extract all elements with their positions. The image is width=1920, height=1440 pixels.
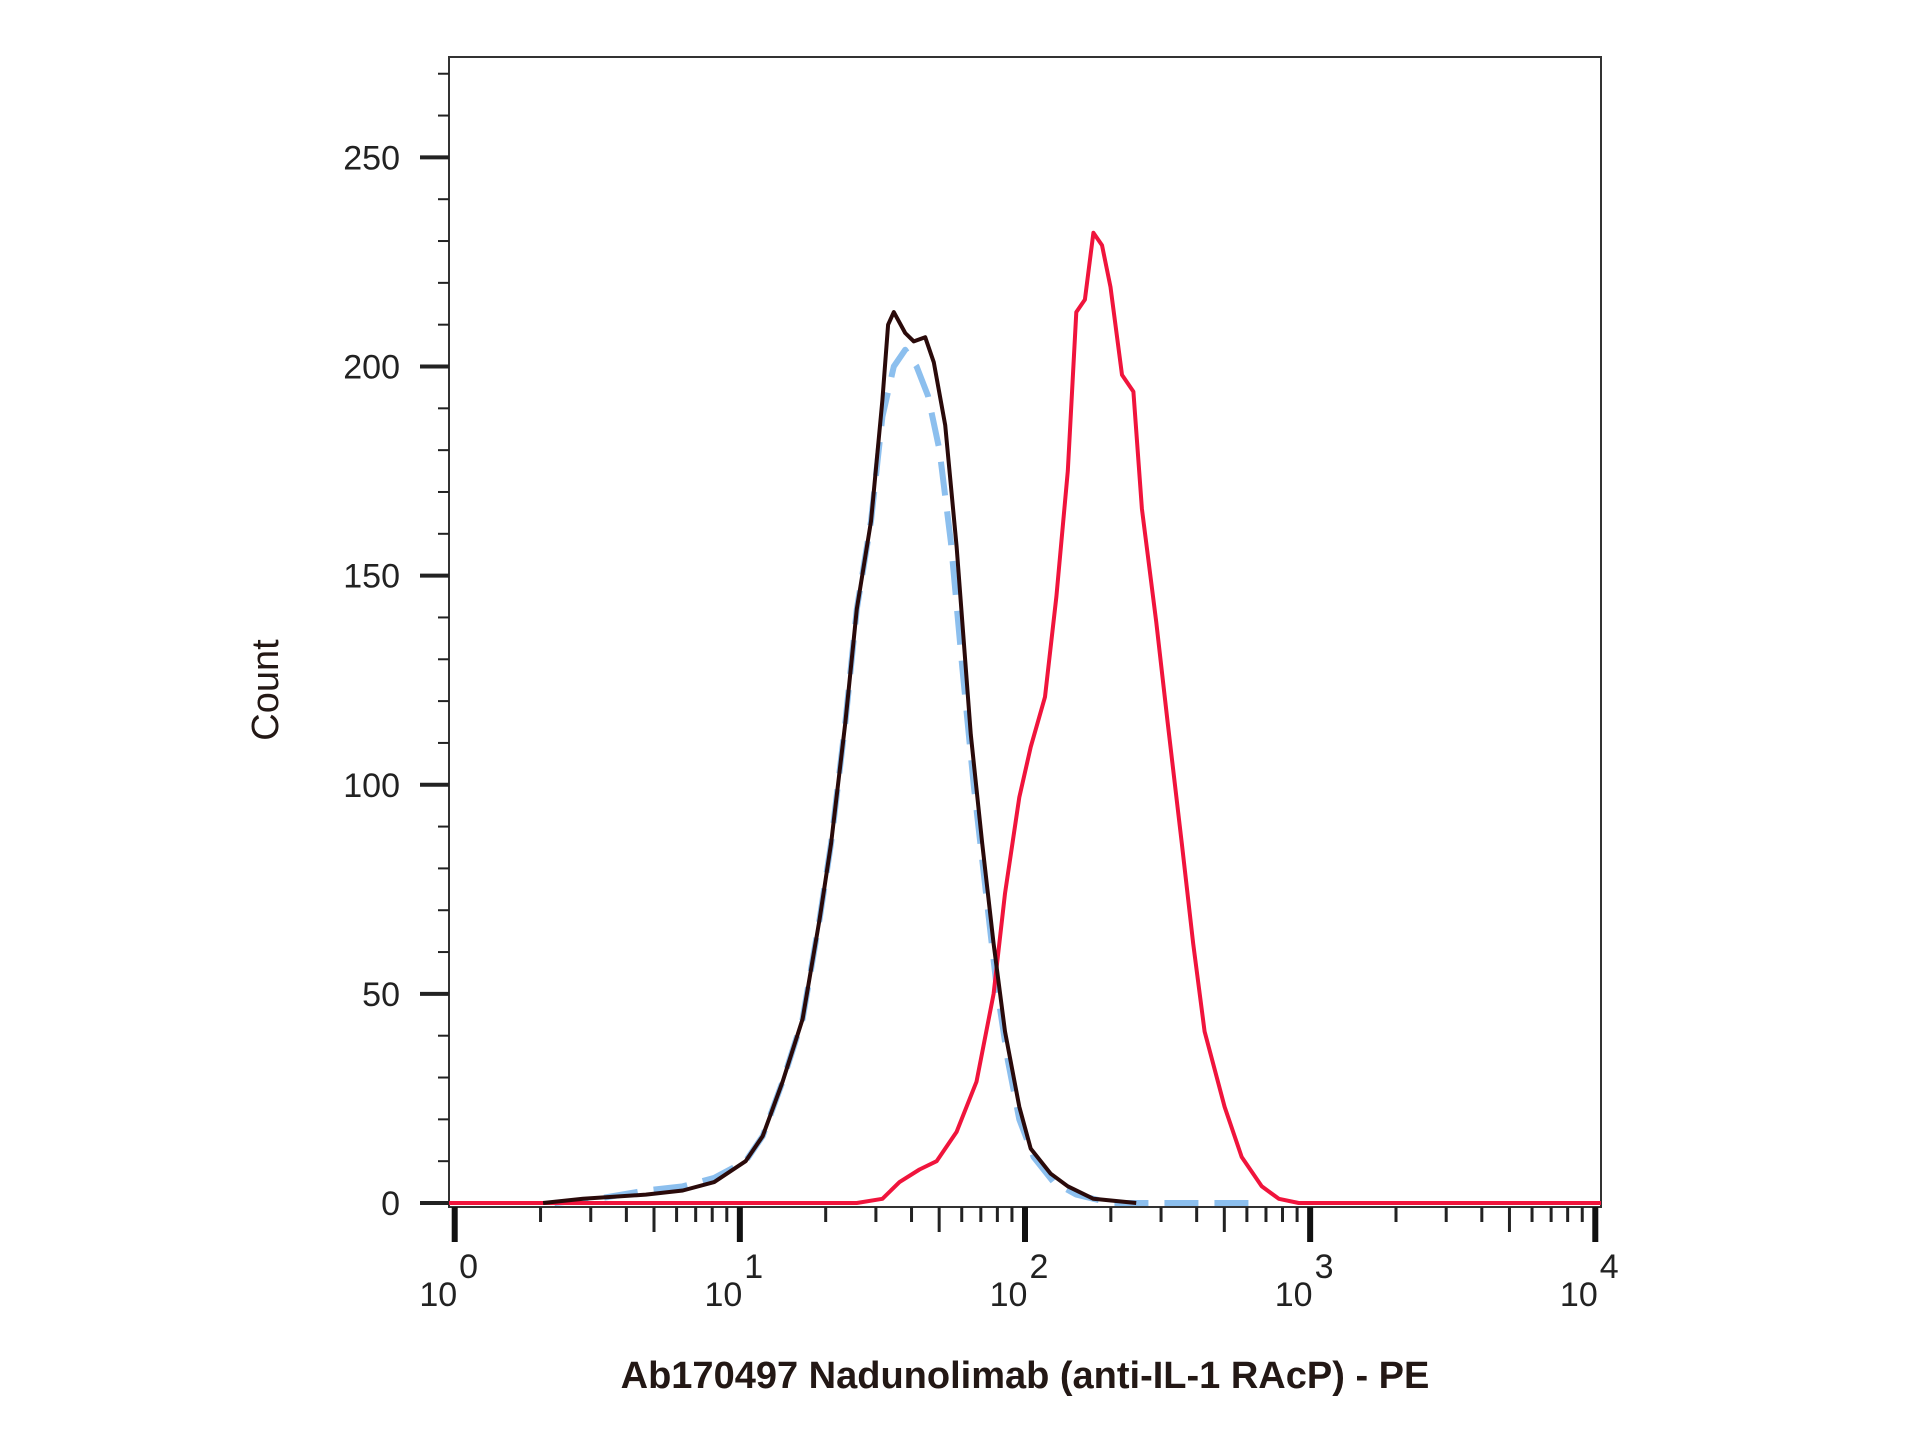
y-tick-label: 0 — [381, 1185, 400, 1223]
x-tick-label: 104 — [1560, 1248, 1619, 1314]
series-line-0 — [542, 310, 1137, 1205]
x-axis: 100 101 102 103 104 — [419, 1206, 1619, 1314]
series-line-1 — [554, 346, 1254, 1206]
y-tick-label: 100 — [343, 767, 400, 805]
x-axis-label: Ab170497 Nadunolimab (anti-IL-1 RAcP) - … — [621, 1355, 1430, 1397]
y-tick-label: 50 — [362, 976, 400, 1014]
x-tick-label: 103 — [1275, 1248, 1334, 1314]
plot-frame — [448, 56, 1602, 1208]
y-tick-label: 250 — [343, 139, 400, 177]
y-tick-label: 200 — [343, 349, 400, 387]
y-axis-label: Count — [245, 639, 287, 741]
x-tick-label: 100 — [419, 1248, 478, 1314]
y-tick-label: 150 — [343, 558, 400, 596]
x-tick-label: 101 — [704, 1248, 763, 1314]
series-group — [449, 230, 1601, 1206]
x-tick-label: 102 — [990, 1248, 1049, 1314]
y-axis: 0 50 100 150 200 250 — [343, 72, 449, 1223]
series-line-2 — [449, 230, 1601, 1205]
